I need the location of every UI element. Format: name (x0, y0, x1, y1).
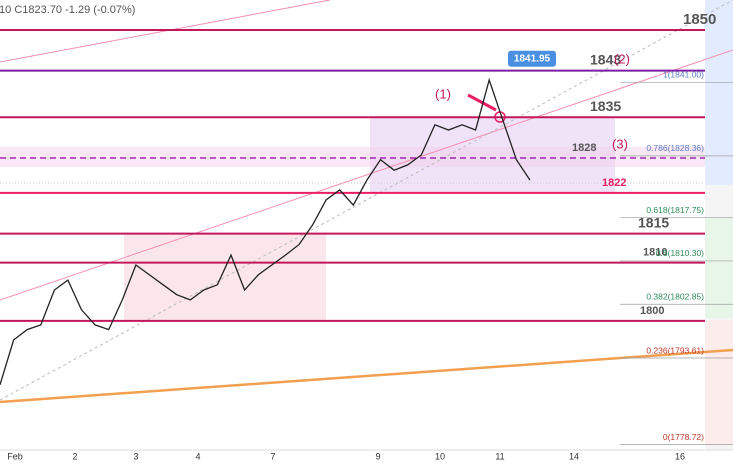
x-tick-label: 9 (375, 451, 380, 461)
fib-zone (705, 320, 733, 445)
channel-line (0, 0, 331, 63)
fib-label: 0.236(1793.61) (646, 345, 704, 355)
x-tick-label: 4 (195, 451, 200, 461)
annotation: (2) (614, 51, 630, 66)
header-ohlc: .10 C1823.70 -1.29 (-0.07%) (0, 4, 135, 16)
dashed-line (0, 0, 733, 401)
fib-label: 0.382(1802.85) (646, 292, 704, 302)
level-label: 1815 (638, 214, 669, 230)
zone (124, 233, 326, 321)
x-tick-label: 7 (270, 451, 275, 461)
x-tick-label: 16 (675, 451, 685, 461)
price-tag (508, 50, 556, 67)
level-label: 1843 (590, 51, 621, 67)
fib-label: 0(1778.72) (663, 432, 704, 442)
channel-line (0, 49, 733, 301)
x-tick-label: 11 (495, 451, 504, 461)
x-tick-label: 3 (133, 451, 138, 461)
fib-label: 0.5(1810.30) (656, 248, 704, 258)
level-label: 1828 (572, 142, 596, 154)
level-label: 1835 (590, 98, 621, 114)
price-tag-label: 1841.95 (514, 53, 551, 64)
level-label: 1800 (640, 305, 664, 317)
fib-zone (705, 218, 733, 318)
level-label: 1822 (602, 177, 626, 189)
fib-label: 0.786(1828.36) (646, 143, 704, 153)
annotation: (1) (435, 86, 451, 101)
arrow (467, 93, 497, 112)
zone (0, 147, 705, 167)
trend-line (0, 348, 733, 404)
fib-zone (705, 0, 733, 185)
fib-label: 0.618(1817.75) (646, 205, 704, 215)
annotation: (3) (612, 136, 628, 151)
x-tick-label: Feb (7, 451, 23, 461)
level-label: 1850 (683, 11, 716, 28)
fib-label: 1(1841.00) (663, 70, 704, 80)
level-label: 1810 (643, 247, 667, 259)
x-tick-label: 2 (72, 451, 77, 461)
x-tick-label: 14 (569, 451, 579, 461)
price-line (0, 77, 531, 385)
x-tick-label: 10 (435, 451, 445, 461)
